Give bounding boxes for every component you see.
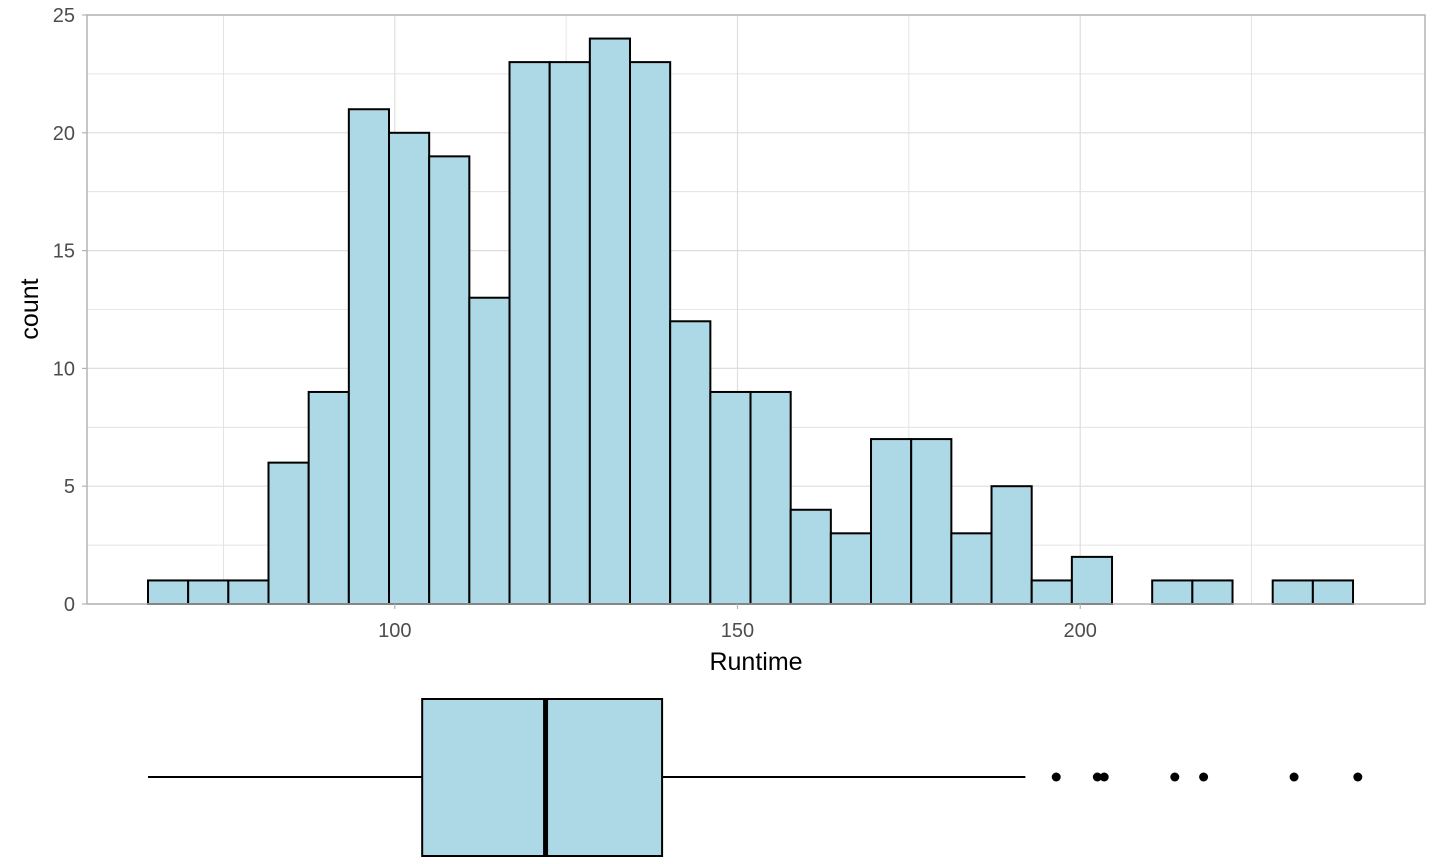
y-tick-label: 10 (53, 358, 75, 380)
histogram-bar (709, 390, 752, 605)
histogram-bar (147, 579, 190, 606)
x-tick-label: 200 (1064, 620, 1097, 642)
histogram-bar (468, 296, 511, 605)
histogram-bars (147, 37, 1355, 606)
histogram-bar (990, 485, 1033, 606)
histogram-bar (508, 61, 551, 606)
histogram-bar (187, 579, 230, 606)
boxplot-outlier (1353, 772, 1363, 782)
histogram-bar (669, 320, 712, 605)
histogram-bar (829, 532, 873, 606)
histogram-bar (749, 390, 792, 605)
histogram-bar (1191, 579, 1234, 606)
histogram-bar (910, 438, 953, 605)
boxplot-box (421, 698, 664, 857)
histogram-bar (227, 579, 270, 606)
y-tick-label: 0 (64, 594, 75, 616)
boxplot-outlier (1170, 772, 1180, 782)
y-tick-label: 15 (53, 241, 75, 263)
histogram-bar (588, 37, 632, 606)
histogram-bar (950, 532, 993, 606)
y-axis-ticks: 0 5 10 15 20 25 (53, 5, 87, 616)
histogram-panel: 0 5 10 15 20 25 100 150 200 Runtime count (16, 5, 1426, 676)
boxplot-outlier (1092, 772, 1102, 782)
histogram-bar (548, 61, 591, 606)
panel-border (86, 14, 1426, 605)
histogram-bar (1271, 579, 1314, 606)
y-tick-label: 5 (64, 476, 75, 498)
histogram-bar (789, 508, 832, 606)
x-axis-ticks: 100 150 200 (378, 604, 1097, 642)
histogram-bar (1311, 579, 1355, 606)
histogram-bar (1151, 579, 1194, 606)
histogram-bar (428, 155, 471, 606)
histogram-bar (267, 461, 310, 606)
x-tick-label: 100 (378, 620, 411, 642)
histogram-bar (388, 131, 431, 606)
x-axis-title: Runtime (709, 648, 802, 676)
y-tick-label: 20 (53, 123, 75, 145)
histogram-bar (629, 61, 672, 606)
y-tick-label: 25 (53, 5, 75, 27)
histogram-bar (307, 390, 350, 605)
histogram-bar (1070, 555, 1114, 606)
histogram-bar (1030, 579, 1073, 606)
y-axis-title: count (16, 278, 44, 339)
boxplot-outlier (1099, 772, 1109, 782)
histogram-bar (870, 438, 913, 605)
boxplot-outlier (1289, 772, 1299, 782)
histogram-bar (347, 108, 391, 606)
boxplot-outlier (1199, 772, 1209, 782)
x-tick-label: 150 (721, 620, 754, 642)
boxplot-panel (148, 698, 1363, 857)
boxplot-outlier (1051, 772, 1061, 782)
